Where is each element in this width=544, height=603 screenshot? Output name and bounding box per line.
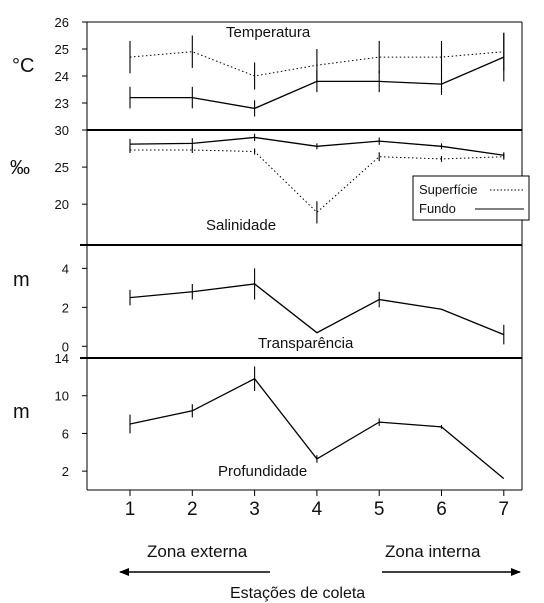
transparency-panel-title: Transparência [258, 335, 354, 352]
depth-panel-title: Profundidade [218, 463, 307, 480]
x-tick-label: 1 [125, 499, 136, 520]
legend-label-surface: Superfície [419, 182, 478, 197]
y-tick-label: 23 [55, 96, 69, 111]
y-tick-label: 14 [55, 351, 69, 366]
y-tick-label: 24 [55, 69, 69, 84]
y-tick-label: 6 [62, 426, 69, 441]
salinity-unit-label: ‰ [10, 157, 30, 179]
bottom-series-line [129, 283, 505, 336]
inner-zone-label: Zona interna [385, 542, 481, 561]
depth-unit-label: m [13, 401, 30, 423]
x-tick-label: 7 [499, 499, 510, 520]
bottom-series-line [129, 377, 505, 480]
y-tick-label: 20 [55, 197, 69, 212]
legend-label-bottom: Fundo [419, 201, 456, 216]
x-tick-label: 5 [374, 499, 385, 520]
y-tick-label: 26 [55, 15, 69, 30]
y-tick-label: 30 [55, 123, 69, 138]
y-tick-label: 25 [55, 42, 69, 57]
salinity-panel-title: Salinidade [206, 217, 276, 234]
temperature-unit-label: °C [12, 55, 34, 77]
temperature-panel-title: Temperatura [226, 24, 311, 41]
y-tick-label: 25 [55, 160, 69, 175]
y-tick-label: 2 [62, 300, 69, 315]
legend-box [412, 175, 530, 221]
y-tick-label: 0 [62, 339, 69, 354]
x-tick-label: 2 [187, 499, 198, 520]
x-tick-label: 4 [312, 499, 323, 520]
y-tick-label: 4 [62, 261, 69, 276]
x-tick-label: 3 [249, 499, 260, 520]
y-tick-label: 10 [55, 389, 69, 404]
x-tick-label: 6 [436, 499, 447, 520]
outer-zone-label: Zona externa [147, 542, 248, 561]
transparency-unit-label: m [13, 269, 30, 291]
x-axis-label: Estações de coleta [230, 585, 365, 602]
y-tick-label: 2 [62, 464, 69, 479]
